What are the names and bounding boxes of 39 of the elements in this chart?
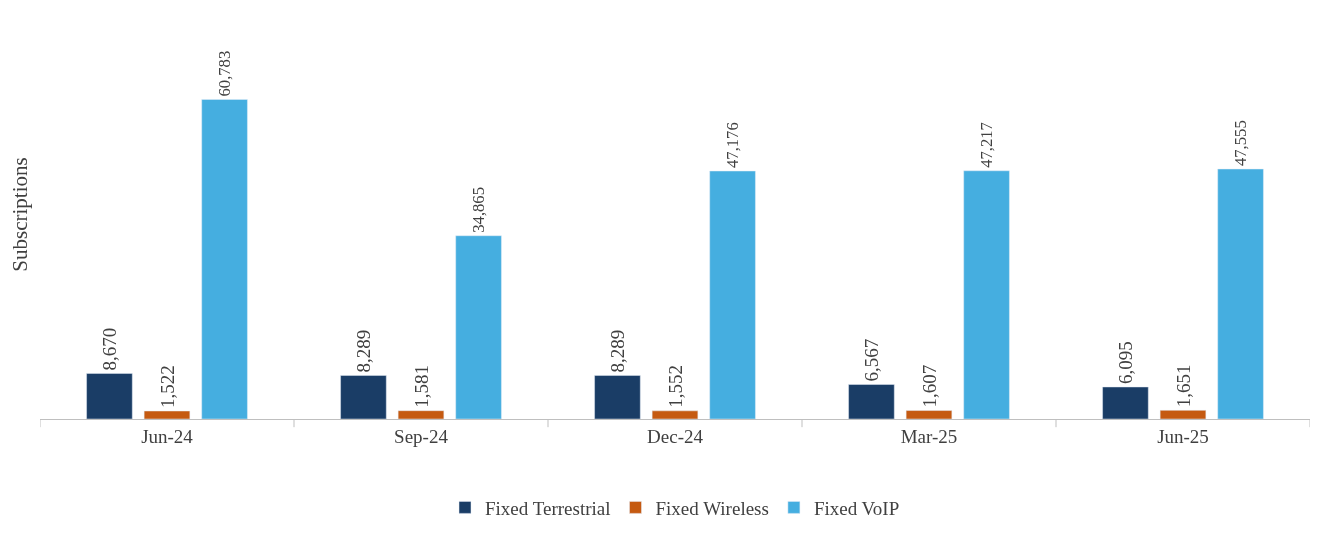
data-label: 1,552 [664, 365, 686, 408]
data-label: 1,581 [410, 364, 432, 408]
bar [86, 373, 133, 419]
legend-label: Fixed Terrestrial [485, 497, 611, 519]
bar [143, 410, 191, 419]
data-label: 8,289 [352, 329, 374, 373]
legend-label: Fixed VoIP [813, 497, 900, 519]
data-label: 6,095 [1114, 341, 1136, 384]
bar [1217, 168, 1264, 419]
x-tick-label: Sep-24 [394, 425, 449, 447]
x-tick-label: Mar-25 [900, 425, 958, 447]
bar [397, 410, 445, 419]
bar [651, 410, 699, 419]
bar [905, 410, 953, 419]
data-label: 60,783 [215, 50, 235, 97]
bar [594, 375, 641, 419]
bar [340, 375, 387, 419]
data-label: 47,555 [1231, 120, 1251, 166]
data-label: 34,865 [469, 187, 489, 233]
data-label: 47,217 [977, 122, 997, 168]
bar [963, 170, 1010, 419]
data-label: 1,607 [918, 364, 940, 408]
x-tick-label: Jun-25 [1157, 425, 1209, 447]
y-axis-title: Subscriptions [8, 157, 33, 272]
data-label: 8,670 [98, 327, 120, 371]
bar [709, 170, 756, 419]
bar [1102, 386, 1149, 419]
data-label: 8,289 [606, 329, 628, 373]
legend-label: Fixed Wireless [655, 497, 769, 519]
x-tick-label: Jun-24 [141, 425, 194, 447]
bar [201, 99, 248, 419]
bar [1159, 410, 1207, 419]
data-label: 1,522 [156, 365, 178, 408]
bar [455, 235, 502, 419]
x-tick-label: Dec-24 [647, 425, 704, 447]
data-label: 47,176 [723, 122, 743, 168]
data-label: 1,651 [1172, 364, 1194, 408]
bar [848, 384, 895, 419]
data-label: 6,567 [860, 338, 882, 382]
